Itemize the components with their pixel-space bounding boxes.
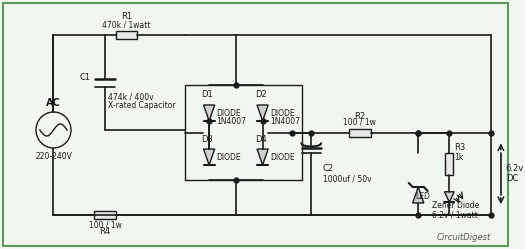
- Text: DIODE: DIODE: [270, 109, 295, 118]
- Text: D1: D1: [201, 90, 213, 99]
- Text: AC: AC: [46, 98, 61, 108]
- Text: D4: D4: [255, 135, 267, 144]
- Polygon shape: [257, 105, 268, 121]
- Text: R3: R3: [454, 143, 466, 152]
- Text: 6.2v / 1watt: 6.2v / 1watt: [432, 210, 477, 220]
- Bar: [94, 211, 116, 219]
- Text: DIODE: DIODE: [270, 152, 295, 162]
- Text: 220-240V: 220-240V: [35, 152, 72, 161]
- Text: D3: D3: [201, 135, 213, 144]
- Text: 1N4007: 1N4007: [217, 117, 247, 125]
- Text: 470k / 1watt: 470k / 1watt: [102, 20, 151, 29]
- Text: 100 / 1w: 100 / 1w: [343, 118, 376, 126]
- Text: C1: C1: [79, 72, 90, 81]
- Polygon shape: [445, 192, 454, 202]
- Bar: [349, 128, 371, 136]
- Bar: [445, 153, 453, 175]
- Text: R2: R2: [354, 112, 365, 121]
- Text: DIODE: DIODE: [217, 109, 242, 118]
- Text: 1000uf / 50v: 1000uf / 50v: [323, 174, 372, 183]
- Text: 1N4007: 1N4007: [270, 117, 300, 125]
- Text: R4: R4: [99, 227, 111, 236]
- Text: 6.2v: 6.2v: [506, 164, 524, 173]
- Bar: [185, 85, 301, 180]
- Polygon shape: [204, 149, 215, 165]
- Text: X-rated Capacitor: X-rated Capacitor: [108, 101, 175, 110]
- Text: DC: DC: [506, 174, 518, 183]
- Text: 100 / 1w: 100 / 1w: [89, 220, 121, 229]
- Text: 1k: 1k: [454, 153, 464, 162]
- Polygon shape: [204, 105, 215, 121]
- Text: Zener Diode: Zener Diode: [432, 200, 479, 209]
- Text: LED: LED: [415, 192, 430, 201]
- Text: D2: D2: [255, 90, 267, 99]
- Text: CircuitDigest: CircuitDigest: [437, 233, 491, 242]
- Polygon shape: [257, 149, 268, 165]
- Text: DIODE: DIODE: [217, 152, 242, 162]
- Polygon shape: [413, 187, 424, 203]
- Bar: [116, 31, 137, 39]
- Text: C2: C2: [323, 164, 334, 173]
- Text: R1: R1: [121, 12, 132, 21]
- Text: 474k / 400v: 474k / 400v: [108, 92, 154, 102]
